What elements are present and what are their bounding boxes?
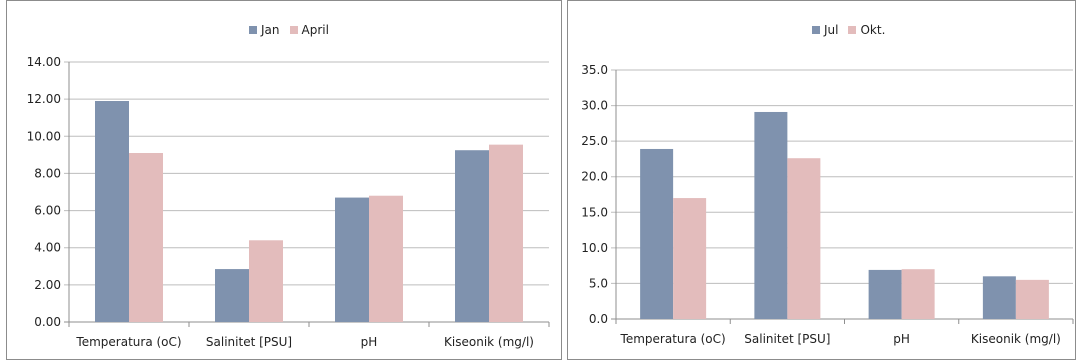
y-tick-label: 0.00 <box>34 315 61 329</box>
bar-jan-3 <box>455 150 489 322</box>
legend-item-jan: Jan <box>249 23 280 37</box>
y-tick-label: 15.0 <box>581 205 608 219</box>
bar-jul-3 <box>982 276 1016 319</box>
bar-april-2 <box>369 195 403 322</box>
bar-april-3 <box>489 144 523 322</box>
y-tick-label: 6.00 <box>34 204 61 218</box>
y-tick-label: 25.0 <box>581 134 608 148</box>
bar-jul-0 <box>640 148 674 319</box>
x-category-label: pH <box>361 335 378 349</box>
x-category-label: Salinitet [PSU] <box>206 335 292 349</box>
legend-swatch-okt <box>848 26 857 34</box>
bar-okt-1 <box>787 158 821 319</box>
x-category-label: Kiseonik (mg/l) <box>444 335 534 349</box>
bar-jan-2 <box>335 197 369 322</box>
y-tick-label: 14.00 <box>27 55 61 69</box>
x-category-label: Salinitet [PSU] <box>744 332 830 346</box>
y-tick-label: 12.00 <box>27 92 61 106</box>
x-category-label: pH <box>893 332 910 346</box>
bar-okt-0 <box>673 198 707 319</box>
legend-label-april: April <box>301 23 329 37</box>
legend-label-jul: Jul <box>824 23 839 37</box>
x-category-label: Kiseonik (mg/l) <box>971 332 1061 346</box>
chart-right-plot: 0.0 5.0 10.0 15.0 20.0 25.0 30.0 35.0 Temperatur… <box>581 63 1074 346</box>
chart-right: Jul Okt. 0.0 5.0 10.0 15.0 20.0 25.0 30.0 35.0 T… <box>567 0 1076 360</box>
y-tick-label: 0.0 <box>589 312 608 326</box>
bar-april-0 <box>129 153 163 322</box>
y-tick-label: 10.00 <box>27 129 61 143</box>
legend-right: Jul Okt. <box>812 23 895 37</box>
legend-item-okt: Okt. <box>848 23 885 37</box>
legend-swatch-jan <box>249 26 257 34</box>
legend-item-jul: Jul <box>812 23 838 37</box>
y-tick-label: 20.0 <box>581 170 608 184</box>
y-tick-label: 8.00 <box>34 166 61 180</box>
y-tick-label: 35.0 <box>581 63 608 77</box>
legend-swatch-april <box>289 26 298 34</box>
chart-left-plot: 0.00 2.00 4.00 6.00 8.00 10.00 12.00 14.00 Tempe… <box>27 55 550 349</box>
legend-swatch-jul <box>812 26 820 34</box>
bar-jul-2 <box>868 269 902 319</box>
bar-okt-2 <box>901 269 935 319</box>
y-tick-label: 2.00 <box>34 278 61 292</box>
y-tick-label: 10.0 <box>581 241 608 255</box>
bar-april-1 <box>249 240 283 322</box>
legend-left: Jan April <box>249 23 339 37</box>
legend-item-april: April <box>289 23 329 37</box>
bar-jan-1 <box>215 269 249 322</box>
y-tick-label: 4.00 <box>34 241 61 255</box>
legend-label-jan: Jan <box>261 23 280 37</box>
legend-label-okt: Okt. <box>860 23 886 37</box>
y-tick-label: 30.0 <box>581 99 608 113</box>
x-category-label: Temperatura (oC) <box>620 332 726 346</box>
chart-left: Jan April 0.00 2.00 4.00 6.00 8.00 10.00 12.00… <box>6 0 562 360</box>
bar-okt-3 <box>1015 279 1049 319</box>
bar-jul-1 <box>754 111 788 319</box>
x-category-label: Temperatura (oC) <box>75 335 181 349</box>
y-tick-label: 5.0 <box>589 276 608 290</box>
bar-jan-0 <box>95 101 129 322</box>
